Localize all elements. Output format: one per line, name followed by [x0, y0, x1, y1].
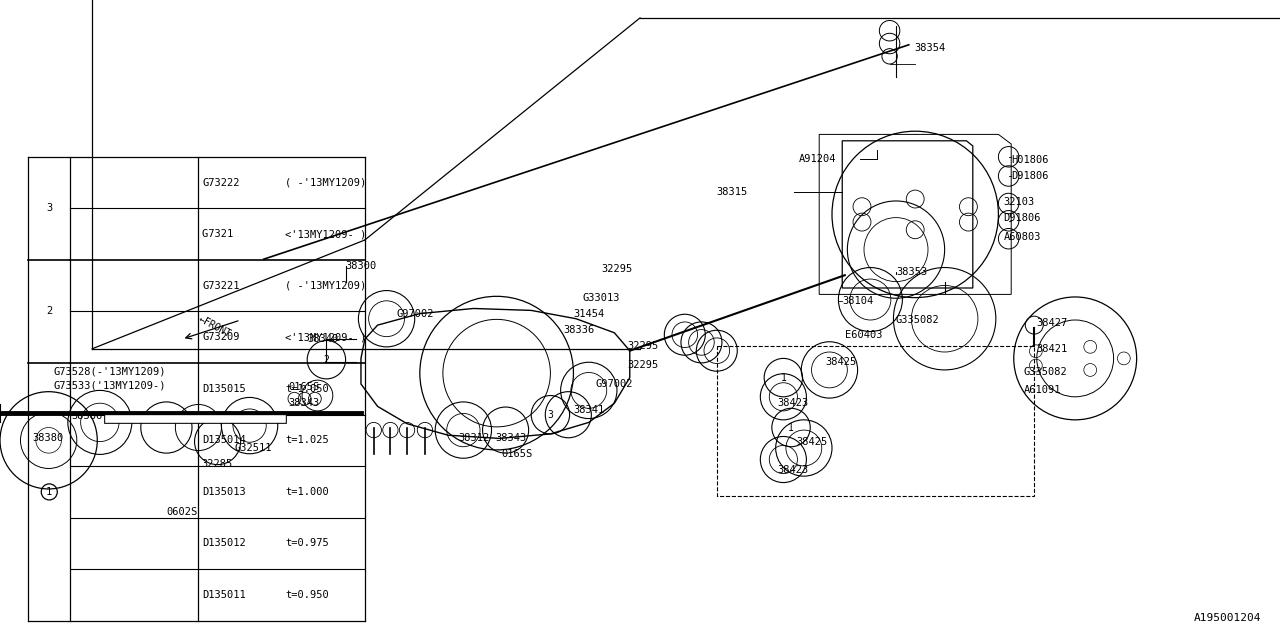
Text: G33013: G33013 — [582, 292, 620, 303]
Text: D135014: D135014 — [202, 435, 246, 445]
Text: 38341: 38341 — [573, 404, 604, 415]
Text: 38336: 38336 — [563, 324, 594, 335]
Text: 3: 3 — [46, 204, 52, 213]
Text: A61091: A61091 — [1024, 385, 1061, 396]
Text: 32295: 32295 — [627, 340, 658, 351]
Text: 38423: 38423 — [777, 465, 808, 476]
Text: 0165S: 0165S — [288, 382, 319, 392]
Text: 38343: 38343 — [495, 433, 526, 444]
Text: D135011: D135011 — [202, 590, 246, 600]
Text: t=0.950: t=0.950 — [285, 590, 329, 600]
Text: 32295: 32295 — [602, 264, 632, 274]
Text: ←FRONT: ←FRONT — [197, 314, 233, 339]
Text: 38380: 38380 — [32, 433, 63, 444]
Text: 32285: 32285 — [201, 459, 232, 469]
Text: G73209: G73209 — [202, 332, 239, 342]
Text: 38421: 38421 — [1037, 344, 1068, 354]
Text: 0602S: 0602S — [166, 507, 197, 517]
Text: D91806: D91806 — [1011, 171, 1048, 181]
Text: 38300: 38300 — [346, 260, 376, 271]
Text: ( -'13MY1209): ( -'13MY1209) — [285, 177, 366, 188]
Text: G335082: G335082 — [896, 315, 940, 325]
Text: 38427: 38427 — [1037, 318, 1068, 328]
Text: 38425: 38425 — [826, 356, 856, 367]
Text: G73528(-'13MY1209): G73528(-'13MY1209) — [54, 366, 166, 376]
Text: 38353: 38353 — [896, 267, 927, 277]
Text: 38343: 38343 — [288, 398, 319, 408]
Text: ( -'13MY1209): ( -'13MY1209) — [285, 281, 366, 291]
Text: <'13MY1209- ): <'13MY1209- ) — [285, 332, 366, 342]
Text: 38104: 38104 — [842, 296, 873, 306]
Text: D135013: D135013 — [202, 487, 246, 497]
Text: G7321: G7321 — [202, 229, 239, 239]
Text: 1: 1 — [781, 372, 786, 383]
Text: 0165S: 0165S — [502, 449, 532, 460]
Text: D135015: D135015 — [202, 384, 246, 394]
Text: G97002: G97002 — [595, 379, 632, 389]
Text: G73221: G73221 — [202, 281, 239, 291]
Text: H01806: H01806 — [1011, 155, 1048, 165]
Text: 2: 2 — [46, 307, 52, 316]
Text: 3: 3 — [548, 410, 553, 420]
Text: G335082: G335082 — [1024, 367, 1068, 378]
Text: t=1.050: t=1.050 — [285, 384, 329, 394]
Text: A60803: A60803 — [1004, 232, 1041, 242]
Text: t=1.000: t=1.000 — [285, 487, 329, 497]
Text: 1: 1 — [788, 422, 794, 433]
Text: G97002: G97002 — [397, 308, 434, 319]
Text: 38423: 38423 — [777, 398, 808, 408]
Text: G32511: G32511 — [234, 443, 271, 453]
Text: 38386: 38386 — [72, 411, 102, 421]
Text: 32295: 32295 — [627, 360, 658, 370]
Text: E60403: E60403 — [845, 330, 882, 340]
Text: G73533('13MY1209-): G73533('13MY1209-) — [54, 381, 166, 391]
Text: t=1.025: t=1.025 — [285, 435, 329, 445]
Text: G73222: G73222 — [202, 177, 239, 188]
Text: 38315: 38315 — [717, 187, 748, 197]
Text: <'13MY1209- ): <'13MY1209- ) — [285, 229, 366, 239]
Text: 31454: 31454 — [573, 308, 604, 319]
Bar — [717, 346, 1034, 496]
Text: 2: 2 — [324, 355, 329, 365]
Text: A91204: A91204 — [799, 154, 836, 164]
Text: D135012: D135012 — [202, 538, 246, 548]
Text: D91806: D91806 — [1004, 212, 1041, 223]
Text: 32103: 32103 — [1004, 196, 1034, 207]
Text: A195001204: A195001204 — [1193, 612, 1261, 623]
Text: 38340: 38340 — [307, 334, 338, 344]
Text: t=0.975: t=0.975 — [285, 538, 329, 548]
Text: 38425: 38425 — [796, 436, 827, 447]
Text: 1: 1 — [46, 487, 52, 497]
Text: 38354: 38354 — [914, 43, 945, 53]
Text: 38312: 38312 — [458, 433, 489, 444]
